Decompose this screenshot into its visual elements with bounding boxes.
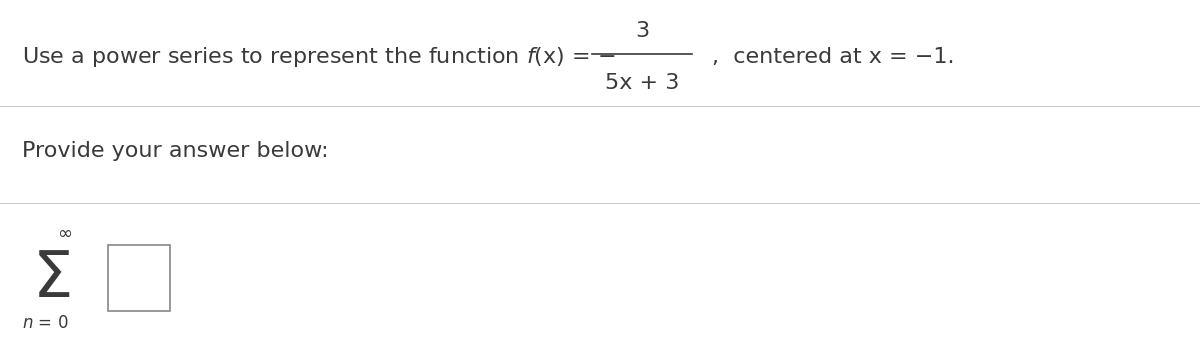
- Text: $\Sigma$: $\Sigma$: [32, 248, 71, 310]
- Text: Use a power series to represent the function $f$(x) = $-$: Use a power series to represent the func…: [22, 45, 616, 69]
- Text: $\infty$: $\infty$: [58, 223, 72, 242]
- Text: ,  centered at x = −1.: , centered at x = −1.: [712, 47, 954, 67]
- Text: 3: 3: [635, 21, 649, 41]
- Text: 5x + 3: 5x + 3: [605, 73, 679, 93]
- FancyBboxPatch shape: [108, 245, 170, 311]
- Text: Provide your answer below:: Provide your answer below:: [22, 141, 329, 161]
- Text: $n$ = 0: $n$ = 0: [23, 314, 68, 332]
